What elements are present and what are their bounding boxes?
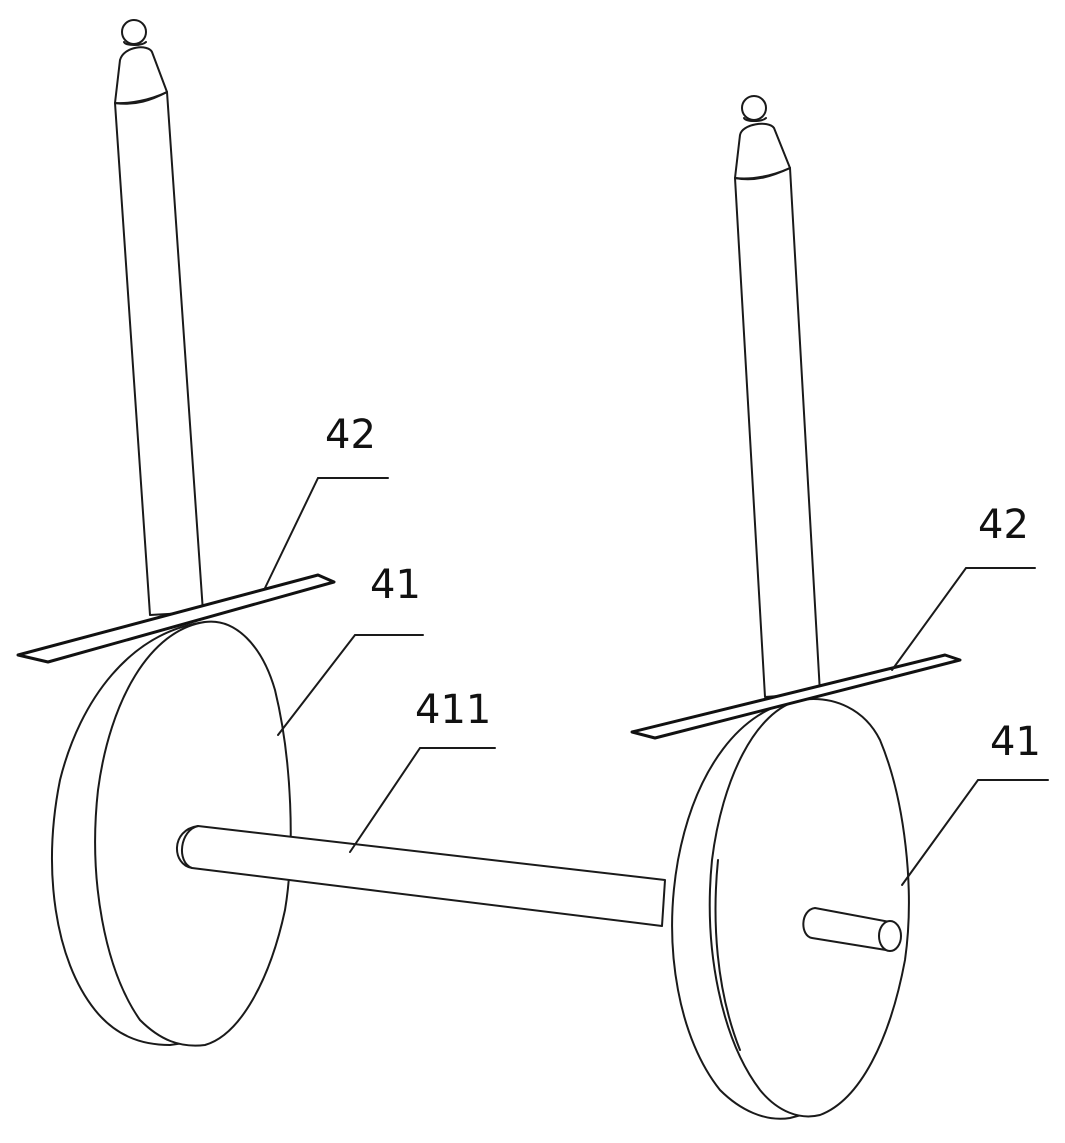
right-rod-shaft <box>735 168 820 697</box>
right-wheel <box>672 699 909 1119</box>
leader-41-left <box>278 635 423 735</box>
leader-lines <box>265 478 1048 885</box>
right-rod-taper <box>735 124 790 179</box>
label-42-right: 42 <box>978 502 1029 548</box>
right-wheel-face <box>710 699 909 1116</box>
label-411: 411 <box>415 687 491 733</box>
leader-42-right <box>892 568 1035 670</box>
left-rod-shaft <box>115 92 203 615</box>
label-41-right: 41 <box>990 719 1041 765</box>
label-41-left: 41 <box>370 562 421 608</box>
leader-411 <box>350 748 495 852</box>
right-rod-ball <box>742 96 766 120</box>
left-rod <box>115 20 203 615</box>
leader-41-right <box>902 780 1048 885</box>
stub-shaft-end <box>879 921 901 951</box>
left-rod-ball <box>122 20 146 44</box>
label-42-left: 42 <box>325 412 376 458</box>
right-rod <box>735 96 820 697</box>
